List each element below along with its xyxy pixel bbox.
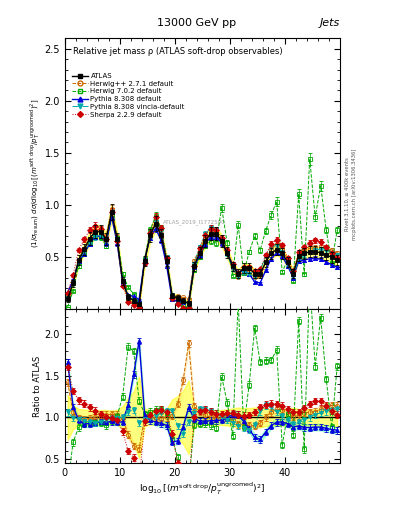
Text: Rivet 3.1.10, ≥ 400k events: Rivet 3.1.10, ≥ 400k events — [345, 158, 350, 231]
Text: 13000 GeV pp: 13000 GeV pp — [157, 18, 236, 28]
Legend: ATLAS, Herwig++ 2.7.1 default, Herwig 7.0.2 default, Pythia 8.308 default, Pythi: ATLAS, Herwig++ 2.7.1 default, Herwig 7.… — [70, 71, 187, 120]
Text: ATLAS_2019_I1772590: ATLAS_2019_I1772590 — [163, 220, 226, 225]
Text: Jets: Jets — [320, 18, 340, 28]
Text: Relative jet mass ρ (ATLAS soft-drop observables): Relative jet mass ρ (ATLAS soft-drop obs… — [73, 47, 283, 55]
Y-axis label: $(1/\sigma_{\rm resum})\ d\sigma/d\log_{10}[(m^{\rm soft\ drop}/p_T^{\rm ungroom: $(1/\sigma_{\rm resum})\ d\sigma/d\log_{… — [28, 99, 42, 248]
Text: mcplots.cern.ch [arXiv:1306.3436]: mcplots.cern.ch [arXiv:1306.3436] — [352, 149, 357, 240]
X-axis label: $\log_{10}[(m^{\rm soft\ drop}/p_T^{\rm ungroomed})^2]$: $\log_{10}[(m^{\rm soft\ drop}/p_T^{\rm … — [139, 481, 266, 497]
Y-axis label: Ratio to ATLAS: Ratio to ATLAS — [33, 355, 42, 417]
